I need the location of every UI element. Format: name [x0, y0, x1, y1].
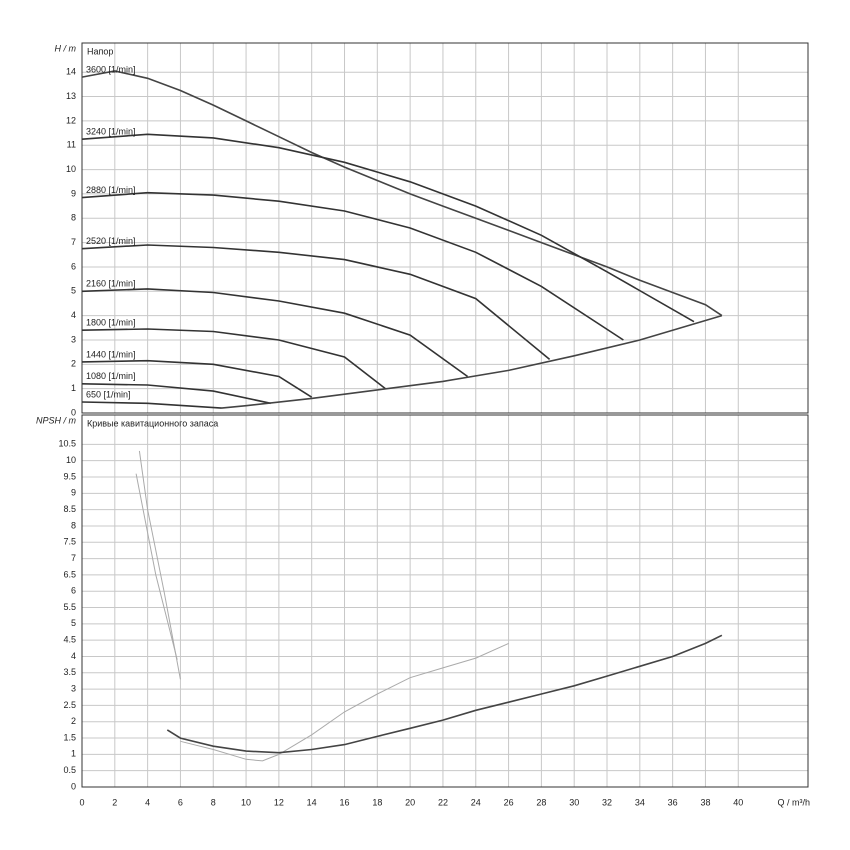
x-tick-label: 30: [569, 797, 579, 807]
y-tick-label: 0: [71, 781, 76, 791]
y-tick-label: 9: [71, 188, 76, 198]
curve-label: 3600 [1/min]: [86, 64, 136, 74]
y-tick-label: 3.5: [63, 667, 76, 677]
x-tick-label: 0: [79, 797, 84, 807]
y-tick-label: 2.5: [63, 700, 76, 710]
y-tick-label: 8.5: [63, 504, 76, 514]
y-tick-label: 9: [71, 488, 76, 498]
y-tick-label: 7.5: [63, 537, 76, 547]
data-line: [81, 328, 386, 390]
y-tick-label: 4: [71, 310, 76, 320]
y-axis-label: H / m: [55, 43, 77, 53]
y-tick-label: 9.5: [63, 471, 76, 481]
x-tick-label: 12: [274, 797, 284, 807]
curve-label: 2520 [1/min]: [86, 236, 136, 246]
y-tick-label: 6: [71, 586, 76, 596]
plot-frame: [81, 414, 809, 788]
curve-label: 3240 [1/min]: [86, 127, 136, 137]
x-tick-label: 8: [211, 797, 216, 807]
x-axis-label: Q / m³/h: [777, 797, 810, 807]
y-tick-label: 13: [66, 91, 76, 101]
x-tick-label: 6: [178, 797, 183, 807]
y-tick-label: 5: [71, 618, 76, 628]
y-tick-label: 7: [71, 553, 76, 563]
x-tick-label: 2: [112, 797, 117, 807]
y-tick-label: 11: [67, 140, 76, 150]
y-tick-label: 1: [71, 383, 76, 393]
y-tick-label: 5.5: [63, 602, 76, 612]
data-line: [180, 642, 509, 762]
x-tick-label: 32: [602, 797, 612, 807]
data-line: [135, 473, 178, 660]
x-tick-label: 20: [405, 797, 415, 807]
y-tick-label: 12: [66, 115, 76, 125]
y-tick-label: 3: [71, 683, 76, 693]
y-tick-label: 7: [71, 237, 76, 247]
chart-title: Кривые кавитационного запаса: [87, 418, 218, 428]
y-tick-label: 8: [71, 213, 76, 223]
y-tick-label: 10: [66, 164, 76, 174]
y-tick-label: 1: [71, 749, 76, 759]
data-line: [81, 383, 271, 405]
x-tick-label: 22: [438, 797, 448, 807]
x-tick-label: 4: [145, 797, 150, 807]
y-tick-label: 0.5: [63, 765, 76, 775]
y-tick-label: 5: [71, 286, 76, 296]
data-line: [81, 191, 624, 341]
y-tick-label: 4.5: [63, 635, 76, 645]
x-tick-label: 38: [700, 797, 710, 807]
curve-label: 1440 [1/min]: [86, 349, 136, 359]
y-tick-label: 6.5: [63, 569, 76, 579]
x-tick-label: 28: [536, 797, 546, 807]
y-tick-label: 3: [71, 334, 76, 344]
curve-label: 2880 [1/min]: [86, 185, 136, 195]
x-tick-label: 14: [307, 797, 317, 807]
data-line: [81, 288, 469, 378]
y-tick-label: 8: [71, 520, 76, 530]
x-tick-label: 18: [372, 797, 382, 807]
y-tick-label: 14: [66, 67, 76, 77]
x-tick-label: 40: [733, 797, 743, 807]
x-tick-label: 26: [504, 797, 514, 807]
y-tick-label: 2: [71, 716, 76, 726]
y-tick-label: 1.5: [63, 732, 76, 742]
data-line: [221, 314, 723, 409]
data-line: [81, 401, 222, 409]
y-tick-label: 10: [66, 455, 76, 465]
y-tick-label: 10.5: [58, 439, 76, 449]
data-line: [166, 634, 723, 754]
y-tick-label: 0: [71, 407, 76, 417]
plot-frame: [81, 42, 809, 414]
curve-label: 1080 [1/min]: [86, 371, 136, 381]
x-tick-label: 36: [668, 797, 678, 807]
y-tick-label: 2: [71, 359, 76, 369]
data-line: [81, 359, 313, 398]
x-tick-label: 10: [241, 797, 251, 807]
x-tick-label: 16: [340, 797, 350, 807]
data-line: [81, 244, 551, 361]
y-tick-label: 6: [71, 261, 76, 271]
data-line: [138, 450, 181, 680]
x-tick-label: 24: [471, 797, 481, 807]
chart-title: Напор: [87, 46, 113, 56]
curve-label: 1800 [1/min]: [86, 318, 136, 328]
curve-label: 650 [1/min]: [86, 389, 131, 399]
data-line: [81, 70, 723, 317]
y-tick-label: 4: [71, 651, 76, 661]
x-tick-label: 34: [635, 797, 645, 807]
curve-label: 2160 [1/min]: [86, 279, 136, 289]
data-line: [81, 133, 695, 323]
y-axis-label: NPSH / m: [36, 415, 77, 425]
